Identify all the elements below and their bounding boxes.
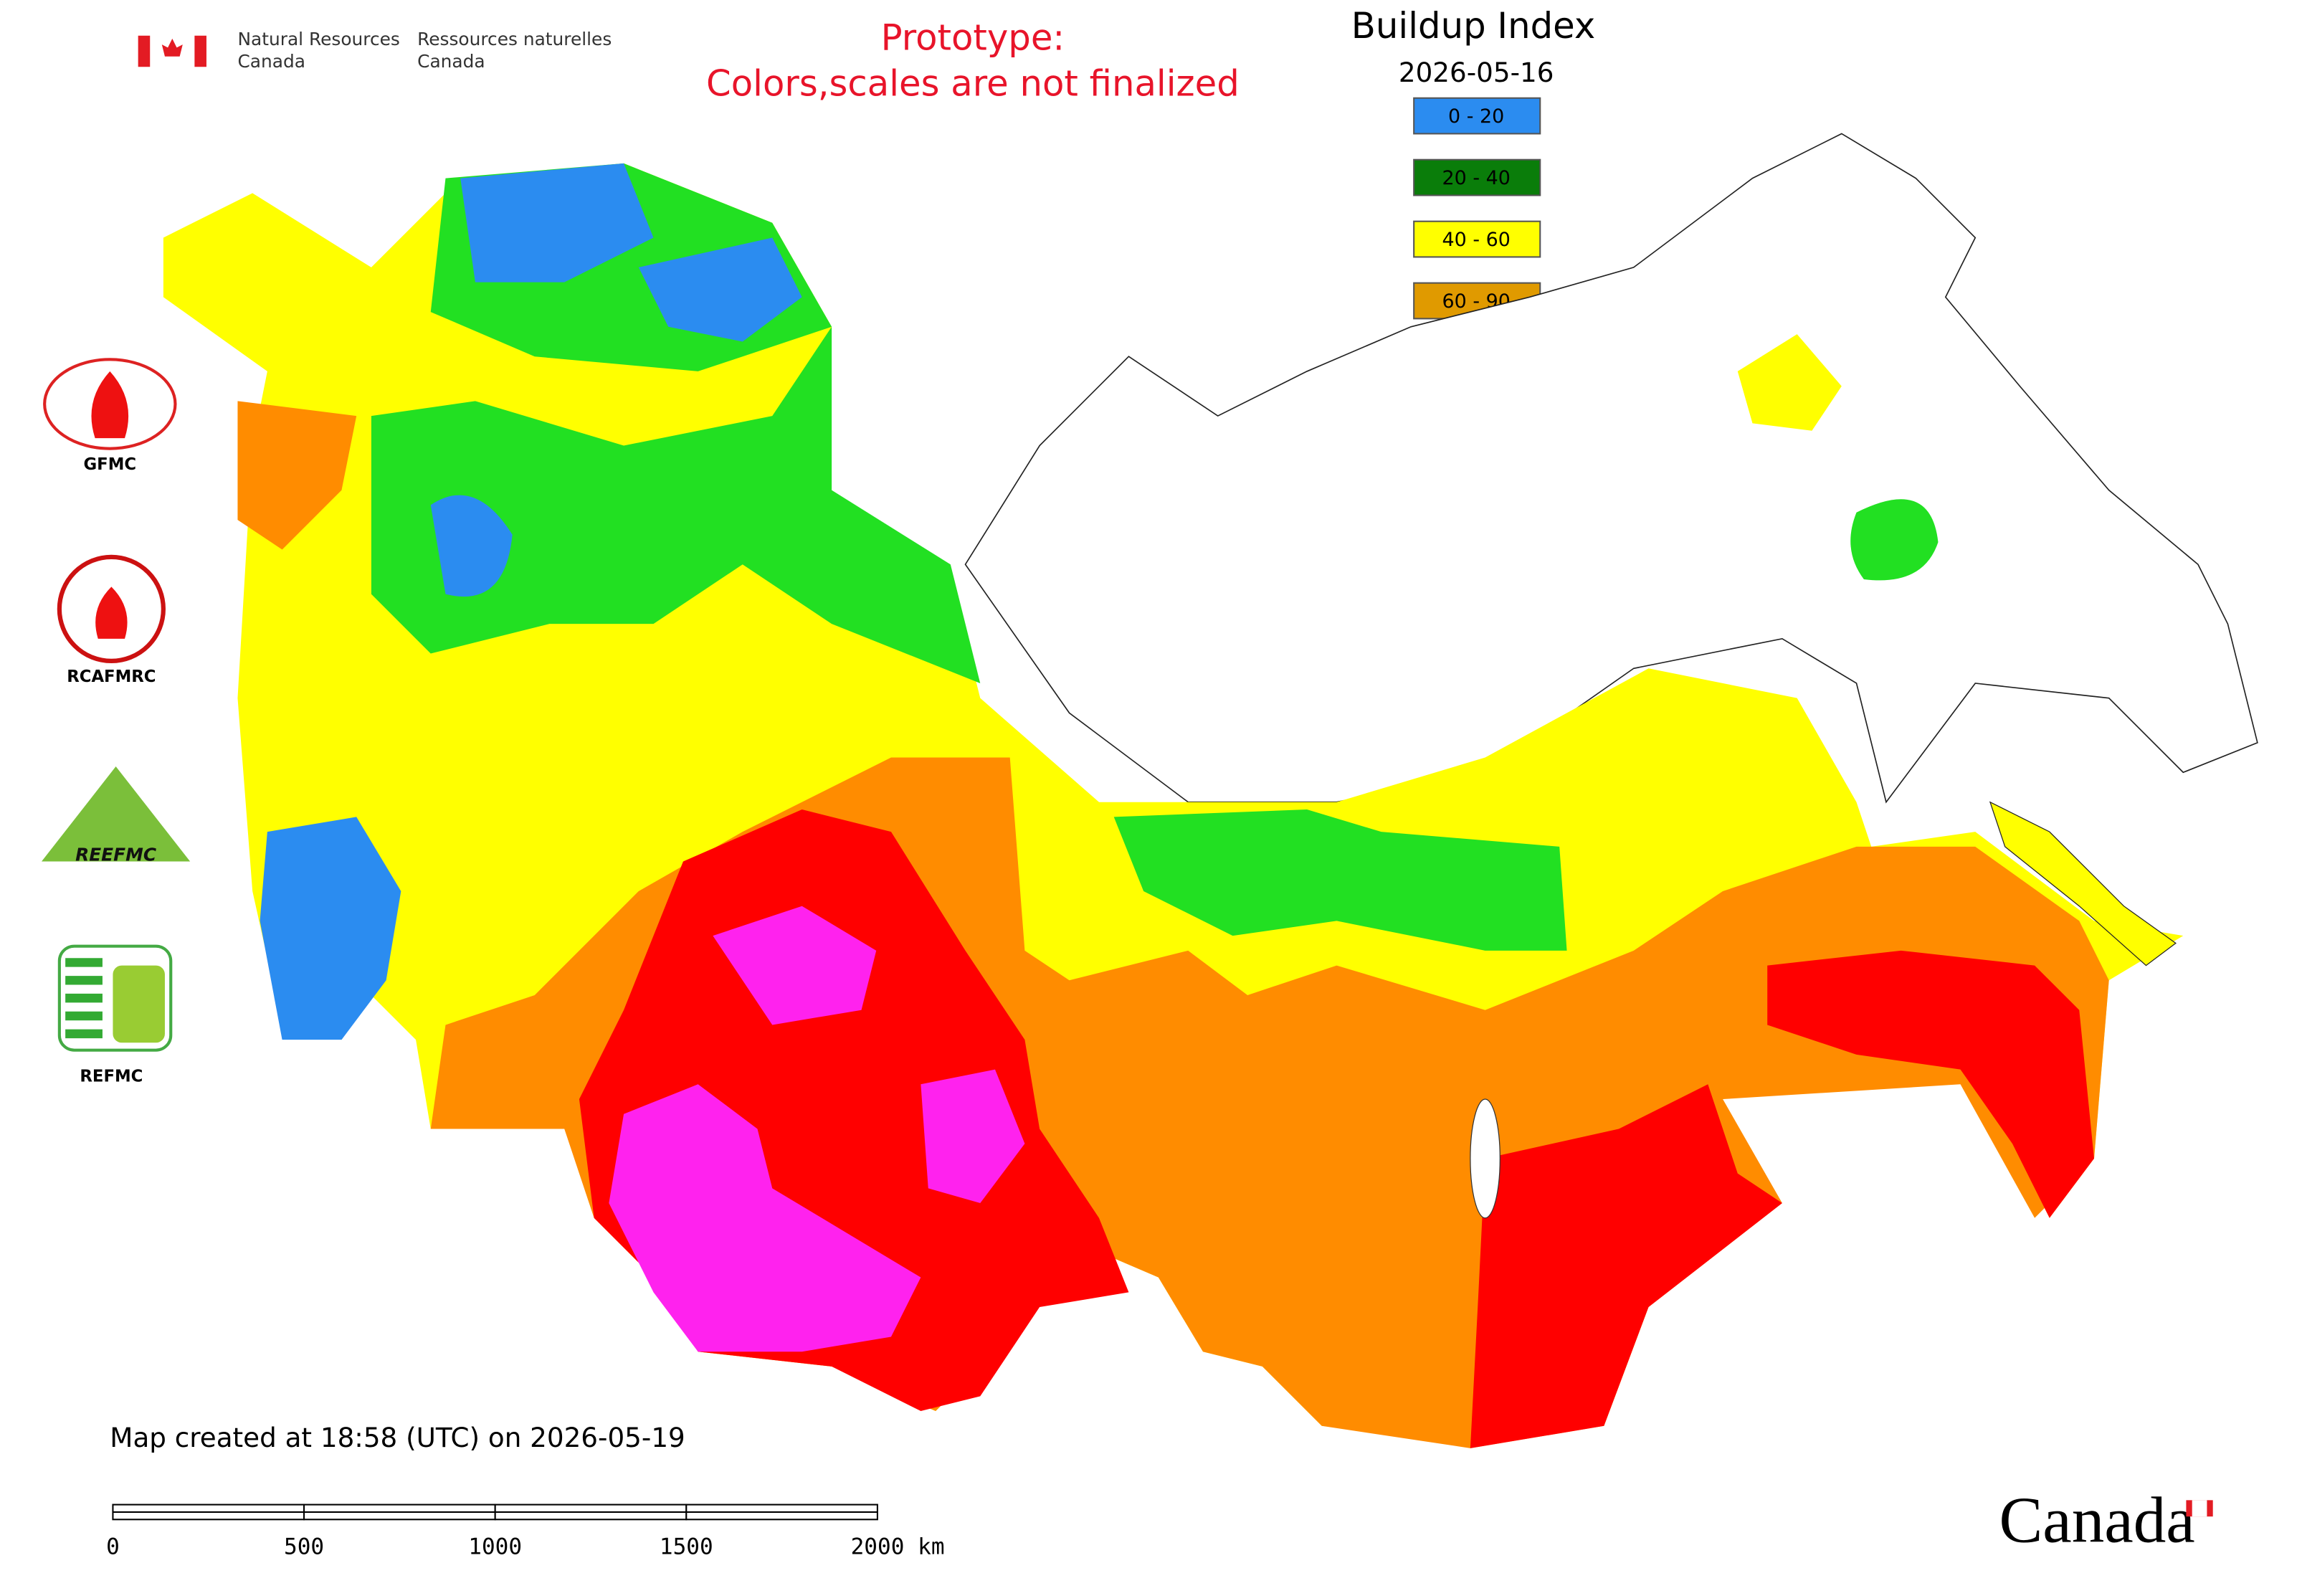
scale-label: 2000 km (851, 1534, 945, 1560)
zone-60-90 (237, 401, 357, 550)
agency-fr: Canada (417, 51, 485, 72)
logo-gfmc (43, 358, 177, 450)
zone-0-20 (260, 817, 401, 1040)
zone-over-120 (609, 1084, 921, 1352)
notice: Colors,scales are not finalized (706, 63, 1240, 105)
scale-label: 0 (106, 1534, 120, 1560)
legend-label: 0 - 20 (1448, 105, 1504, 128)
logo-stripes (65, 958, 103, 1039)
logo-panel (113, 965, 165, 1043)
flag-leaf (161, 38, 183, 57)
scale-label: 1500 (660, 1534, 713, 1560)
zone-40-60 (1989, 801, 2177, 966)
zone-20-40 (1113, 809, 1567, 951)
wordmark-flag (2192, 1500, 2207, 1517)
zone-over-120 (713, 906, 877, 1025)
logo-label: GFMC (83, 455, 136, 474)
logo-label: RCAFMRC (67, 668, 156, 686)
agency-signature: Natural Resources Canada Ressources natu… (138, 29, 612, 72)
logo-reefmc (42, 766, 191, 862)
legend-swatch (1413, 220, 1541, 258)
logo-flame (95, 586, 128, 639)
notice: Prototype: (881, 16, 1065, 58)
legend-label: 20 - 40 (1442, 167, 1511, 189)
flag-bar (194, 35, 206, 67)
legend-swatch (1413, 158, 1541, 196)
zone-20-40 (1850, 499, 1939, 581)
logo-label: REEFMC (75, 844, 156, 865)
legend-label: 40 - 60 (1442, 229, 1511, 251)
zone-0-20 (460, 163, 654, 282)
partner-logos: GFMC RCAFMRC REEFMC REFMC (42, 358, 191, 1086)
agency-fr: Ressources naturelles (417, 29, 612, 49)
flag-bar (138, 35, 151, 67)
zone-0-20 (430, 495, 513, 597)
map-date: 2026-05-16 (1399, 57, 1554, 88)
scale-label: 500 (284, 1534, 324, 1560)
zone-over-120 (921, 1069, 1025, 1204)
scale-label: 1000 (468, 1534, 522, 1560)
canada-wordmark: Canada (1999, 1484, 2194, 1557)
lake (1470, 1098, 1500, 1219)
zone-40-60 (1737, 334, 1842, 431)
agency-en: Natural Resources (237, 29, 399, 49)
zone-90-120 (1767, 950, 2094, 1218)
created-note: Map created at 18:58 (UTC) on 2026-05-19 (110, 1422, 685, 1453)
agency-en: Canada (237, 51, 305, 72)
unmapped-region (964, 133, 2258, 804)
fire-map (163, 133, 2258, 1448)
scale-bar: 0 500 1000 1500 2000 km (106, 1504, 945, 1560)
legend-swatch (1413, 97, 1541, 135)
zone-90-120 (1470, 1084, 1782, 1448)
map-title: Buildup Index (1351, 5, 1595, 47)
logo-label: REFMC (80, 1067, 143, 1086)
zone-20-40 (371, 326, 981, 683)
zone-0-20 (638, 237, 802, 342)
logo-flame (91, 371, 129, 439)
